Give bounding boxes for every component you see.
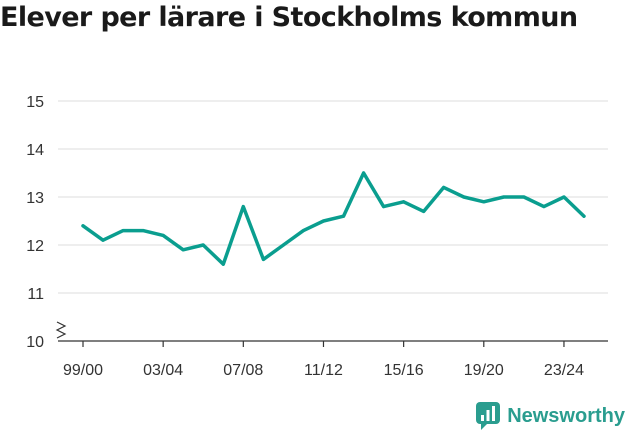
data-point [502,195,506,199]
y-tick-label: 10 [26,334,44,351]
x-tick-label: 19/20 [464,362,504,379]
data-point [281,243,285,247]
data-point [201,243,205,247]
brand: Newsworthy [475,401,625,431]
data-point [482,200,486,204]
x-tick-label: 03/04 [143,362,183,379]
brand-name: Newsworthy [507,404,625,427]
data-point [321,219,325,223]
data-point [81,224,85,228]
x-tick-label: 07/08 [223,362,263,379]
x-tick-label: 23/24 [544,362,584,379]
x-axis [55,321,608,342]
chart-title: Elever per lärare i Stockholms kommun [0,2,578,33]
data-point [221,262,225,266]
data-point [442,185,446,189]
data-point [101,238,105,242]
newsworthy-logo-icon [476,402,501,430]
x-tick-label: 11/12 [304,362,343,379]
y-tick-label: 13 [26,190,44,207]
axis-break-icon [55,321,67,339]
series-line [81,171,586,266]
data-point [422,209,426,213]
data-point [522,195,526,199]
data-point [342,214,346,218]
data-point [402,200,406,204]
y-tick-label: 11 [27,286,44,303]
data-point [141,229,145,233]
data-point [301,229,305,233]
data-point [362,171,366,175]
data-point [241,205,245,209]
x-tick-label: 99/00 [63,362,103,379]
y-tick-label: 14 [26,142,44,159]
data-point [542,205,546,209]
x-axis-labels: 99/00 03/04 07/08 11/12 15/16 19/20 23/24 [63,341,584,379]
data-point [562,195,566,199]
data-point [161,233,165,237]
data-point [121,229,125,233]
x-tick-label: 15/16 [384,362,424,379]
y-tick-label: 15 [26,94,44,111]
data-point [582,214,586,218]
data-point [382,205,386,209]
data-point [181,248,185,252]
y-tick-label: 12 [26,238,44,255]
series-group [81,171,586,266]
data-point [462,195,466,199]
y-axis-labels: 10 11 12 13 14 15 [26,94,44,351]
data-point [261,257,265,261]
